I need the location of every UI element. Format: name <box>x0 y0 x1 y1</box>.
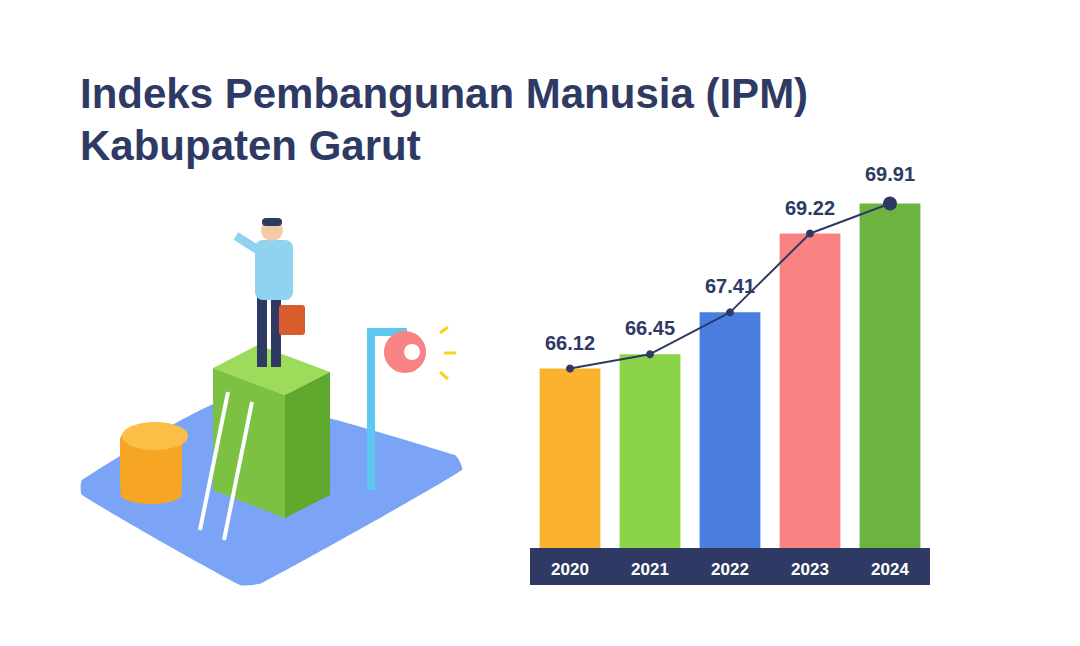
svg-text:2024: 2024 <box>871 560 909 579</box>
svg-text:69.91: 69.91 <box>865 163 915 185</box>
svg-text:69.22: 69.22 <box>785 197 835 219</box>
svg-text:67.41: 67.41 <box>705 275 755 297</box>
svg-text:2023: 2023 <box>791 560 829 579</box>
svg-text:2022: 2022 <box>711 560 749 579</box>
svg-text:66.45: 66.45 <box>625 317 675 339</box>
svg-text:2020: 2020 <box>551 560 589 579</box>
svg-text:Indeks Pembangunan Manusia (IP: Indeks Pembangunan Manusia (IPM) <box>80 70 820 117</box>
svg-text:Kabupaten Garut: Kabupaten Garut <box>80 122 421 169</box>
svg-text:2021: 2021 <box>631 560 669 579</box>
svg-text:66.12: 66.12 <box>545 332 595 354</box>
